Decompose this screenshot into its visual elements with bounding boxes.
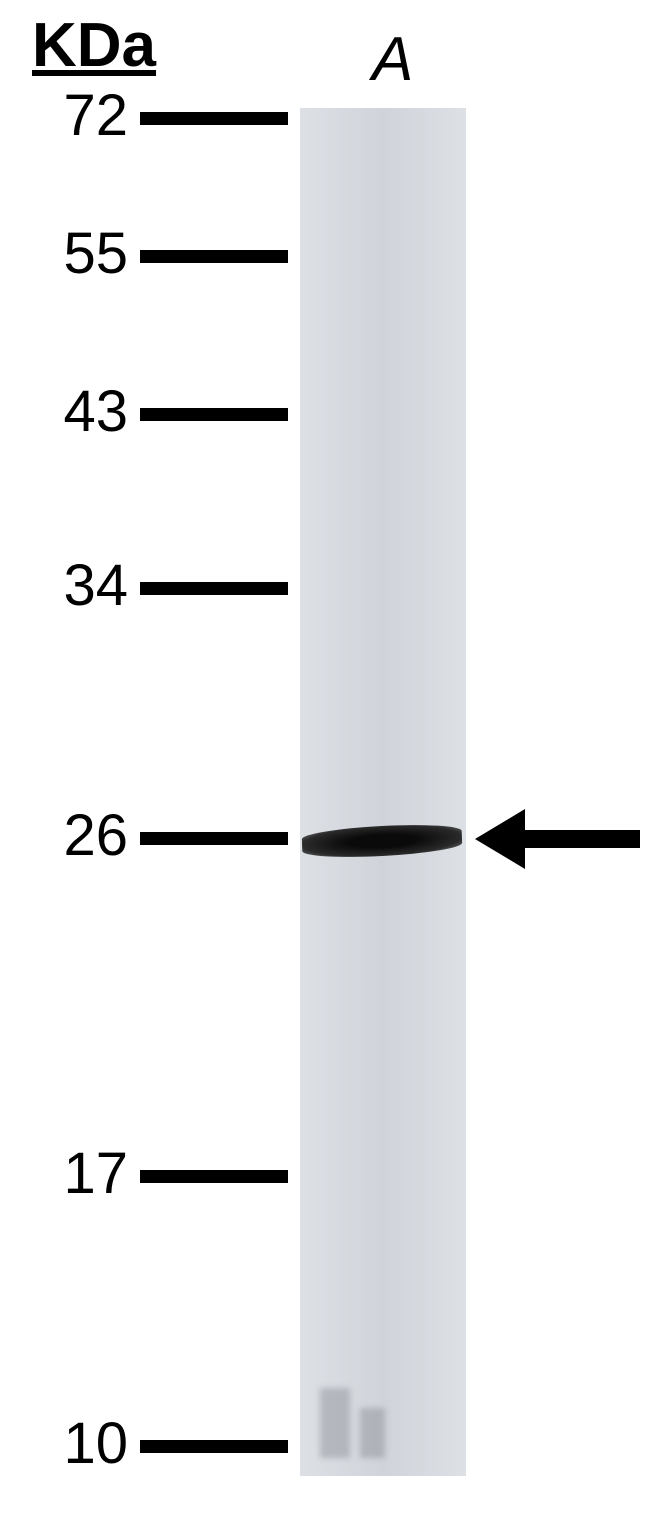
- marker-label: 26: [63, 802, 128, 869]
- marker-tick: [140, 1170, 288, 1183]
- lane-smudge: [360, 1408, 385, 1458]
- marker-tick: [140, 112, 288, 125]
- marker-label: 17: [63, 1140, 128, 1207]
- blot-lane-a: [300, 108, 466, 1476]
- marker-label: 34: [63, 552, 128, 619]
- axis-unit-label: KDa: [32, 10, 156, 81]
- marker-tick: [140, 582, 288, 595]
- marker-label: 43: [63, 378, 128, 445]
- marker-tick: [140, 408, 288, 421]
- lane-smudge: [320, 1388, 350, 1458]
- marker-tick: [140, 250, 288, 263]
- marker-tick: [140, 1440, 288, 1453]
- marker-label: 10: [63, 1410, 128, 1477]
- protein-band: [302, 822, 463, 860]
- lane-a-label: A: [372, 24, 413, 95]
- marker-tick: [140, 832, 288, 845]
- blot-figure: KDa A 72 55 43 34 26 17 10: [0, 0, 650, 1532]
- marker-label: 55: [63, 220, 128, 287]
- marker-label: 72: [63, 82, 128, 149]
- band-indicator-arrow: [475, 804, 645, 879]
